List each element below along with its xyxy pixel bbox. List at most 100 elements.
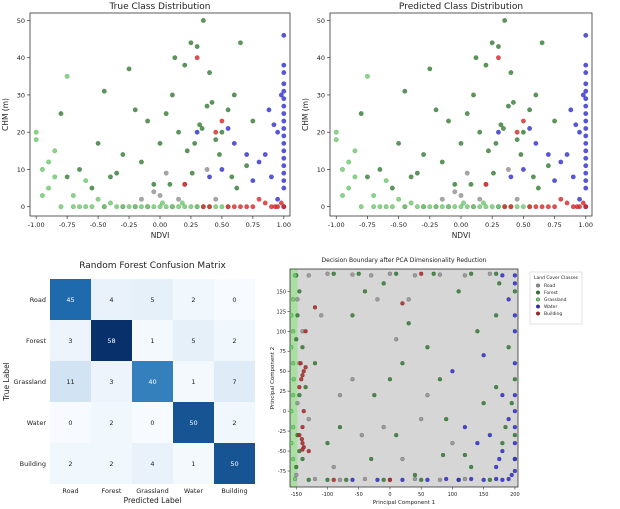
- matrix-x-label: Road: [62, 487, 78, 495]
- pca-point-road: [295, 297, 300, 302]
- predicted-class-point-building: [564, 200, 570, 206]
- predicted-class-point-forest: [446, 118, 451, 124]
- matrix-cell-value: 1: [191, 378, 195, 386]
- pca-point-forest: [387, 377, 393, 382]
- pca-point-water: [487, 432, 493, 438]
- legend-label-road: Road: [544, 283, 555, 289]
- pca-y-axis-label: Principal Component 2: [270, 347, 276, 409]
- pca-point-forest: [437, 377, 443, 382]
- predicted-class-point-forest: [505, 103, 511, 109]
- predicted-class-y-tick-label: 30: [317, 91, 325, 99]
- matrix-cell: [132, 402, 173, 443]
- pca-point-water: [350, 477, 355, 482]
- true-class-y-axis-label: CHM (m): [1, 98, 10, 131]
- pca-plot-frame: [289, 268, 519, 488]
- matrix-cell-value: 4: [109, 296, 113, 304]
- pca-point-forest: [300, 456, 305, 462]
- pca-point-road: [362, 476, 368, 482]
- true-class-point-water: [281, 170, 287, 176]
- matrix-cell-value: 0: [232, 296, 236, 304]
- predicted-class-point-grassland: [464, 204, 470, 210]
- pca-point-water: [512, 424, 518, 430]
- predicted-class-point-forest: [473, 55, 479, 61]
- true-class-point-grassland: [89, 204, 95, 210]
- true-class-point-water: [281, 185, 287, 191]
- matrix-cell: [132, 320, 173, 361]
- matrix-cell-value: 58: [107, 337, 115, 345]
- predicted-class-point-grassland: [333, 129, 339, 135]
- legend-label-building: Building: [544, 311, 562, 317]
- matrix-x-label: Building: [221, 487, 247, 495]
- predicted-class-title: Predicted Class Distribution: [399, 2, 523, 12]
- true-class-point-building: [272, 204, 278, 210]
- predicted-class-point-forest: [489, 40, 495, 46]
- true-class-point-water: [231, 140, 237, 146]
- predicted-class-point-building: [558, 196, 564, 202]
- true-class-point-water: [268, 174, 274, 180]
- true-class-point-water: [281, 103, 287, 109]
- true-class-point-water: [281, 163, 287, 169]
- matrix-cell-value: 5: [150, 296, 154, 304]
- matrix-cell-value: 50: [189, 419, 197, 427]
- true-class-point-forest: [101, 88, 107, 94]
- predicted-class-y-axis-label: CHM (m): [301, 98, 310, 131]
- pca-point-building: [300, 447, 305, 452]
- pca-point-building: [306, 448, 311, 454]
- predicted-class-y-tick-label: 50: [317, 17, 325, 25]
- predicted-class-x-axis-label: NDVI: [452, 231, 471, 240]
- pca-point-grassland: [290, 393, 296, 398]
- pca-point-building: [301, 408, 306, 414]
- pca-point-building: [301, 369, 306, 374]
- true-class-point-forest: [189, 170, 195, 176]
- predicted-class-point-forest: [535, 185, 541, 191]
- pca-point-forest: [512, 377, 518, 382]
- predicted-class-point-building: [527, 204, 533, 210]
- predicted-class-point-forest: [464, 111, 470, 117]
- pca-point-building: [300, 373, 305, 378]
- pca-point-building: [300, 440, 305, 446]
- true-class-point-forest: [194, 44, 200, 49]
- true-class-y-tick-label: 40: [17, 54, 25, 62]
- predicted-class-point-water: [495, 129, 501, 135]
- true-class-point-building: [278, 200, 284, 206]
- predicted-class-point-grassland: [520, 204, 526, 210]
- predicted-class-point-forest: [495, 44, 501, 49]
- matrix-y-label: Water: [27, 419, 47, 427]
- true-class-point-grassland: [138, 204, 144, 210]
- true-class-point-grassland: [160, 200, 165, 206]
- predicted-class-point-water: [552, 178, 558, 184]
- true-class-point-water: [262, 152, 268, 157]
- pca-point-forest: [300, 345, 305, 350]
- pca-point-water: [493, 476, 499, 482]
- pca-point-forest: [400, 361, 405, 366]
- pca-title: Decision Boundary after PCA Dimensionali…: [322, 257, 487, 264]
- true-class-point-forest: [234, 185, 240, 191]
- true-class-point-forest: [167, 181, 173, 187]
- true-class-point-water: [219, 166, 225, 172]
- predicted-class-point-grassland: [389, 204, 395, 210]
- true-class-point-water: [281, 32, 287, 38]
- pca-x-tick-label: 150: [479, 492, 489, 498]
- predicted-class-point-grassland: [371, 193, 377, 198]
- true-class-point-building: [250, 204, 256, 210]
- matrix-cell: [50, 361, 91, 402]
- pca-y-tick-label: 50: [280, 369, 286, 375]
- predicted-class-point-building: [583, 204, 589, 210]
- predicted-class-point-forest: [510, 99, 516, 105]
- pca-point-forest: [369, 456, 374, 462]
- true-class-point-building: [213, 129, 219, 135]
- pca-region-road: [290, 269, 518, 487]
- predicted-class-point-forest: [439, 159, 445, 165]
- predicted-class-point-water: [583, 70, 589, 76]
- pca-point-forest: [294, 464, 299, 470]
- predicted-class-point-building: [580, 200, 586, 206]
- matrix-cell-value: 2: [109, 460, 113, 468]
- true-class-x-tick-label: -0.50: [90, 221, 107, 229]
- true-class-point-forest: [114, 170, 120, 176]
- true-class-point-forest: [244, 163, 250, 169]
- pca-x-tick-label: -150: [291, 492, 302, 498]
- pca-point-road: [437, 272, 443, 277]
- predicted-class-point-grassland: [446, 204, 451, 210]
- true-class-point-grassland: [176, 204, 182, 210]
- matrix-cell: [214, 320, 255, 361]
